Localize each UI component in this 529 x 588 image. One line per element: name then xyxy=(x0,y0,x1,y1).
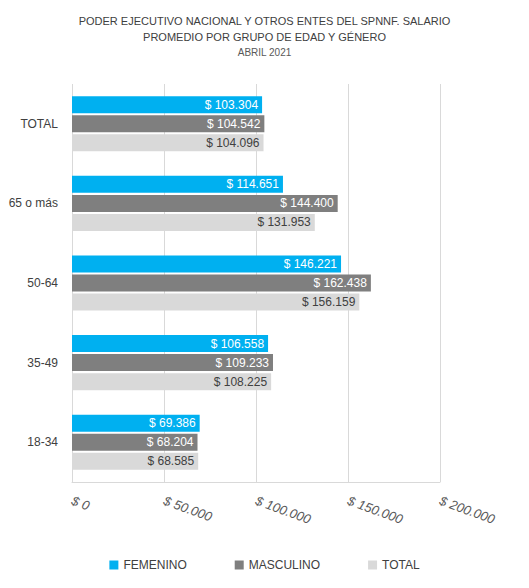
svg-text:$ 150.000: $ 150.000 xyxy=(344,493,405,527)
svg-text:$ 100.000: $ 100.000 xyxy=(252,493,313,527)
svg-text:ABRIL 2021: ABRIL 2021 xyxy=(238,47,292,58)
svg-text:$ 50.000: $ 50.000 xyxy=(160,493,214,525)
svg-text:$ 108.225: $ 108.225 xyxy=(214,375,268,389)
svg-text:FEMENINO: FEMENINO xyxy=(123,558,186,572)
svg-text:$ 68.585: $ 68.585 xyxy=(147,454,194,468)
svg-text:35-49: 35-49 xyxy=(27,356,58,370)
svg-text:$ 131.953: $ 131.953 xyxy=(257,215,311,229)
svg-text:TOTAL: TOTAL xyxy=(382,558,420,572)
svg-text:$ 114.651: $ 114.651 xyxy=(226,177,279,191)
svg-text:65 o más: 65 o más xyxy=(9,196,58,210)
svg-text:$ 106.558: $ 106.558 xyxy=(211,337,265,351)
svg-text:$ 104.096: $ 104.096 xyxy=(206,136,260,150)
svg-text:$ 109.233: $ 109.233 xyxy=(216,356,270,370)
svg-text:$ 200.000: $ 200.000 xyxy=(436,493,497,527)
svg-text:$ 156.159: $ 156.159 xyxy=(302,295,356,309)
svg-text:$ 144.400: $ 144.400 xyxy=(280,196,334,210)
svg-text:$ 103.304: $ 103.304 xyxy=(205,98,259,112)
svg-text:$ 146.221: $ 146.221 xyxy=(284,257,338,271)
svg-text:$ 69.386: $ 69.386 xyxy=(149,416,196,430)
svg-text:$ 104.542: $ 104.542 xyxy=(207,117,261,131)
svg-text:PROMEDIO POR GRUPO DE EDAD Y G: PROMEDIO POR GRUPO DE EDAD Y GÉNERO xyxy=(143,31,386,43)
svg-text:MASCULINO: MASCULINO xyxy=(249,558,320,572)
svg-text:$ 68.204: $ 68.204 xyxy=(147,435,194,449)
svg-text:$ 162.438: $ 162.438 xyxy=(313,276,367,290)
svg-text:18-34: 18-34 xyxy=(27,435,58,449)
svg-text:PODER EJECUTIVO NACIONAL Y OTR: PODER EJECUTIVO NACIONAL Y OTROS ENTES D… xyxy=(79,15,451,27)
svg-text:$ 0: $ 0 xyxy=(68,493,92,514)
svg-text:TOTAL: TOTAL xyxy=(20,117,58,131)
svg-text:50-64: 50-64 xyxy=(27,276,58,290)
